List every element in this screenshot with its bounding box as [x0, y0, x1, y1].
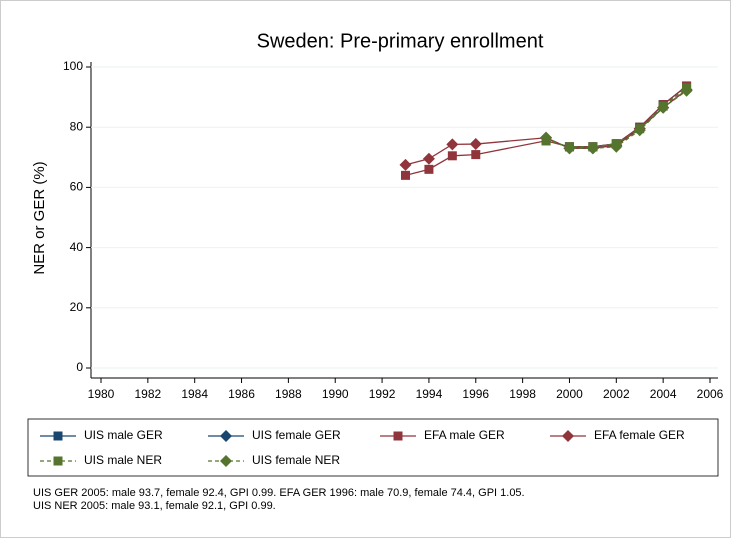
y-tick-label: 100	[63, 59, 83, 73]
marker	[446, 138, 459, 151]
legend-label: EFA male GER	[424, 428, 505, 442]
legend-label: UIS female NER	[252, 453, 340, 467]
y-tick-label: 20	[70, 300, 84, 314]
legend-label: UIS female GER	[252, 428, 341, 442]
legend-label: UIS male NER	[84, 453, 162, 467]
y-tick-label: 0	[76, 360, 83, 374]
marker	[471, 150, 481, 160]
x-tick-label: 1982	[134, 387, 161, 401]
x-tick-label: 1998	[509, 387, 536, 401]
y-axis-label: NER or GER (%)	[31, 161, 48, 274]
legend-label: EFA female GER	[594, 428, 685, 442]
x-tick-label: 1984	[181, 387, 208, 401]
note: UIS NER 2005: male 93.1, female 92.1, GP…	[33, 500, 276, 512]
marker	[586, 142, 599, 155]
legend	[27, 418, 719, 477]
marker	[610, 140, 623, 153]
x-tick-label: 2004	[650, 387, 677, 401]
chart-title: Sweden: Pre-primary enrollment	[257, 30, 544, 52]
x-tick-label: 1986	[228, 387, 255, 401]
x-tick-label: 2000	[556, 387, 583, 401]
x-tick-label: 1992	[369, 387, 396, 401]
marker	[422, 152, 435, 165]
y-tick-label: 80	[70, 119, 84, 133]
legend-marker	[220, 455, 232, 467]
x-tick-label: 1980	[88, 387, 115, 401]
legend-marker	[393, 431, 403, 441]
marker	[401, 170, 410, 180]
legend-label: UIS male GER	[84, 428, 163, 442]
marker	[469, 138, 482, 151]
legend-marker	[53, 456, 63, 466]
note: UIS GER 2005: male 93.7, female 92.4, GP…	[33, 487, 525, 499]
legend-marker	[220, 430, 232, 442]
x-tick-label: 2002	[603, 387, 630, 401]
x-tick-label: 1996	[462, 387, 489, 401]
marker	[540, 131, 553, 144]
x-tick-label: 2006	[697, 387, 724, 401]
marker	[633, 124, 646, 137]
marker	[447, 151, 457, 161]
x-tick-label: 1988	[275, 387, 302, 401]
legend-marker	[562, 430, 574, 442]
marker	[657, 101, 670, 114]
x-tick-label: 1990	[322, 387, 349, 401]
y-tick-label: 40	[70, 240, 84, 254]
marker	[424, 164, 434, 174]
marker	[563, 142, 576, 155]
y-tick-label: 60	[70, 180, 84, 194]
marker	[399, 158, 412, 171]
x-tick-label: 1994	[416, 387, 443, 401]
marker	[680, 84, 693, 97]
legend-marker	[53, 431, 63, 441]
